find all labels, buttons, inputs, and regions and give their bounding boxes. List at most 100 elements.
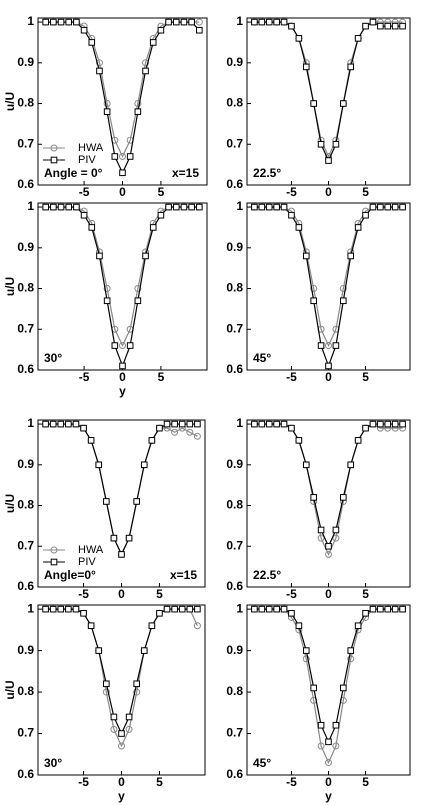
marker [195, 18, 203, 26]
marker [288, 609, 295, 617]
marker [163, 420, 171, 428]
marker [42, 203, 49, 211]
y-tick-label: 0.6 [17, 362, 34, 376]
marker [399, 203, 406, 211]
marker [72, 605, 80, 613]
y-axis-label: u/U [3, 494, 17, 513]
marker [110, 534, 118, 542]
x-tick-label: -5 [286, 185, 297, 199]
marker [258, 420, 266, 428]
marker [50, 18, 57, 26]
marker [302, 655, 310, 663]
marker [251, 605, 258, 613]
marker [317, 721, 325, 729]
marker [134, 285, 142, 293]
marker [258, 203, 266, 211]
marker [149, 39, 157, 46]
annotation: Angle = 0° [44, 166, 103, 180]
x-tick-label: -5 [286, 370, 297, 384]
marker [258, 18, 266, 26]
y-tick-label: 1 [236, 601, 243, 615]
marker [340, 100, 347, 107]
marker [87, 437, 95, 444]
x-tick-label: 5 [158, 370, 165, 384]
series-line [45, 206, 200, 347]
marker [65, 605, 72, 613]
legend-marker [50, 558, 58, 566]
marker [134, 100, 142, 108]
annotation: 30° [44, 351, 62, 365]
y-tick-label: 0.9 [226, 55, 243, 69]
y-axis-label: u/U [3, 92, 17, 111]
marker [111, 153, 119, 160]
x-tick-label: -5 [78, 775, 89, 789]
marker [178, 420, 186, 428]
marker [310, 297, 317, 305]
marker [157, 26, 165, 34]
x-tick-label: 5 [362, 587, 369, 601]
marker [72, 420, 80, 428]
y-tick-label: 0.6 [17, 579, 34, 593]
marker [172, 203, 180, 211]
marker [347, 461, 355, 469]
y-tick-label: 0.9 [226, 457, 243, 471]
y-tick-label: 0.9 [17, 240, 34, 254]
y-axis-label: u/U [3, 277, 17, 296]
marker [194, 420, 201, 428]
y-tick-label: 0.8 [17, 684, 34, 698]
marker [317, 526, 325, 534]
y-tick-label: 0.6 [17, 177, 34, 191]
marker [332, 534, 340, 542]
marker [119, 169, 126, 177]
y-tick-label: 0.7 [17, 321, 34, 335]
y-tick-label: 0.6 [226, 362, 243, 376]
marker [65, 18, 73, 26]
marker [80, 26, 88, 34]
marker [111, 342, 119, 349]
marker [377, 22, 384, 30]
marker [362, 609, 369, 617]
legend-marker [50, 144, 58, 152]
x-axis-label: y [119, 384, 126, 398]
marker [110, 725, 118, 733]
marker [325, 550, 332, 558]
series-line [254, 21, 403, 163]
marker [125, 725, 133, 733]
y-axis-label: u/U [3, 680, 17, 699]
marker [148, 437, 156, 444]
marker [140, 647, 148, 654]
marker [80, 424, 87, 432]
series-line [45, 423, 198, 556]
marker [273, 203, 280, 211]
marker [193, 622, 201, 630]
marker [369, 18, 377, 26]
marker [110, 713, 118, 721]
y-tick-label: 0.8 [226, 96, 243, 110]
x-tick-label: 0 [325, 775, 332, 789]
series-line [254, 206, 403, 348]
marker [288, 424, 295, 432]
marker [265, 18, 273, 26]
y-tick-label: 0.9 [17, 55, 34, 69]
marker [133, 688, 141, 696]
x-tick-label: 5 [156, 587, 163, 601]
marker [347, 63, 355, 71]
marker [347, 655, 355, 663]
y-tick-label: 0.8 [226, 684, 243, 698]
plot-frame [246, 604, 411, 776]
marker [354, 224, 362, 231]
annotation: 45° [253, 756, 271, 770]
marker [103, 297, 111, 305]
marker [186, 605, 194, 613]
y-tick-label: 0.6 [17, 767, 34, 781]
marker [362, 22, 369, 30]
marker [186, 428, 194, 436]
marker [391, 420, 399, 428]
marker [196, 203, 203, 211]
marker [384, 605, 392, 613]
marker [103, 108, 111, 115]
x-tick-label: 5 [362, 370, 369, 384]
x-tick-label: 0 [119, 370, 126, 384]
marker [288, 22, 295, 30]
marker [302, 63, 310, 71]
